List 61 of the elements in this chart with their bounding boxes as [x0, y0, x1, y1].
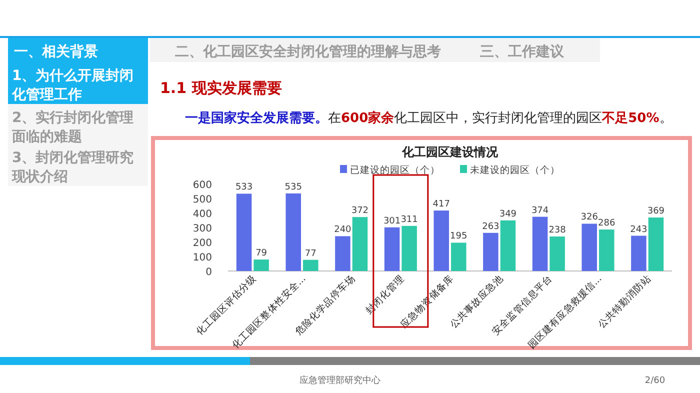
bar — [483, 232, 498, 271]
bar — [532, 216, 548, 271]
data-label: 372 — [351, 206, 369, 216]
bar — [236, 194, 252, 271]
chart-title: 化工园区建设情况 — [401, 145, 499, 159]
bar — [352, 217, 368, 271]
text: 在 — [328, 111, 341, 126]
legend-label: 已建设的园区（个） — [350, 164, 440, 176]
bar — [335, 236, 350, 271]
bar — [402, 226, 417, 271]
y-tick-label: 400 — [192, 209, 212, 220]
data-label: 238 — [548, 225, 566, 236]
text: 一、相关背景 — [14, 43, 98, 60]
data-label: 79 — [256, 248, 268, 259]
y-tick-label: 100 — [192, 252, 212, 264]
y-tick-label: 0 — [206, 267, 212, 278]
data-label: 263 — [482, 222, 500, 232]
data-label: 77 — [304, 248, 316, 259]
text: 600家余 — [341, 110, 396, 126]
data-label: 301 — [383, 216, 401, 226]
bar — [434, 210, 449, 271]
bar — [303, 260, 318, 271]
bar — [254, 260, 269, 271]
data-label: 417 — [432, 200, 450, 210]
bar — [582, 224, 597, 271]
bar — [384, 227, 400, 271]
data-label: 311 — [400, 214, 418, 225]
data-label: 195 — [450, 232, 468, 242]
data-label: 286 — [598, 218, 616, 229]
data-label: 326 — [580, 212, 598, 223]
bar — [631, 236, 646, 271]
text: 一是国家安全发展需要。 — [185, 110, 328, 126]
y-tick-label: 200 — [192, 238, 212, 249]
data-label: 240 — [334, 225, 352, 236]
data-label: 535 — [284, 182, 302, 192]
text: 二、化工园区安全封闭化管理的理解与思考 — [175, 43, 441, 60]
y-tick-label: 300 — [192, 224, 212, 234]
text: 化工园区中，实行封闭化管理的园区 — [394, 111, 602, 126]
text: 三、工作建议 — [480, 43, 565, 60]
text: 不足50% — [601, 111, 660, 126]
y-tick-label: 500 — [192, 194, 212, 206]
text: 3、封闭化管理研究现状介绍 — [11, 149, 134, 185]
bar — [599, 230, 614, 271]
data-label: 533 — [235, 182, 253, 193]
bar — [550, 236, 565, 271]
text: 1、为什么开展封闭化管理工作 — [11, 68, 134, 103]
bar — [286, 193, 301, 271]
data-label: 243 — [630, 224, 648, 235]
legend-label: 未建设的园区（个） — [470, 164, 560, 176]
data-label: 374 — [531, 206, 549, 216]
bar — [648, 217, 664, 271]
y-tick-label: 600 — [192, 180, 212, 191]
text: 1.1 现实发展需要 — [160, 79, 282, 97]
text: 应急管理部研究中心 — [300, 375, 380, 386]
bar — [451, 242, 466, 271]
text: 。 — [659, 111, 672, 126]
text: 2/60 — [644, 376, 666, 386]
text: 2、实行封闭化管理面临的难题 — [11, 109, 134, 145]
data-label: 369 — [647, 206, 665, 216]
bar — [500, 220, 516, 271]
data-label: 349 — [499, 209, 517, 220]
